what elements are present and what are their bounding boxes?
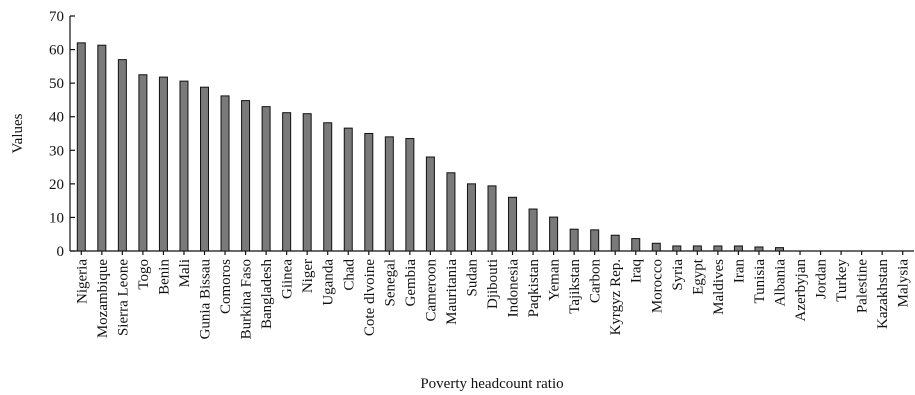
bar (98, 45, 106, 251)
x-tick-label: Uganda (321, 259, 337, 306)
y-tick-label: 30 (49, 143, 64, 159)
bar (77, 43, 85, 251)
x-tick-label: Azerbyjan (793, 259, 809, 322)
bar (529, 209, 537, 251)
x-tick-label: Djibouti (485, 259, 501, 309)
x-tick-label: Kyrgyz Rep. (608, 259, 624, 335)
x-tick-label: Togo (136, 259, 152, 290)
x-tick-label: Gunia Bissau (198, 259, 214, 340)
bar (139, 75, 147, 251)
x-tick-label: Yeman (547, 259, 563, 301)
y-tick-label: 50 (49, 76, 64, 92)
bar (550, 217, 558, 251)
x-tick-label: Morocco (649, 259, 665, 313)
bar (365, 134, 373, 252)
x-tick-label: Sierra Leone (115, 259, 131, 336)
y-axis: 0 10 20 30 40 50 60 70 (49, 9, 75, 260)
bar (221, 96, 229, 251)
x-tick-label: Palestine (855, 259, 871, 313)
x-tick-label: Giinea (280, 259, 296, 299)
x-tick-label: Niger (300, 259, 316, 293)
bar (344, 128, 352, 251)
x-tick-label: Turkey (834, 259, 850, 302)
bar (652, 243, 660, 251)
x-tick-label: Mozambique (95, 259, 111, 338)
bar (118, 60, 126, 251)
x-tick-label: Indonesia (506, 259, 522, 318)
x-tick-label: Paqkistan (526, 259, 542, 318)
bar (673, 246, 681, 251)
bars (77, 43, 783, 251)
bar (714, 246, 722, 251)
x-tick-label: Iran (731, 259, 747, 284)
y-tick-label: 70 (49, 9, 64, 25)
bar (632, 239, 640, 251)
bar (159, 77, 167, 251)
x-tick-label: Tajikstan (567, 259, 583, 314)
x-tick-label: Gembia (403, 259, 419, 307)
x-tick-label: Syria (670, 259, 686, 291)
x-tick-label: Cameroon (423, 259, 439, 322)
x-tick-label: Egypt (690, 258, 706, 295)
y-tick-label: 0 (57, 244, 65, 260)
bar (509, 197, 517, 251)
bar (734, 246, 742, 251)
bar (406, 139, 414, 251)
x-tick-label: Iraq (629, 259, 645, 284)
x-tick-label: Maldives (711, 259, 727, 315)
bar (755, 247, 763, 251)
x-tick-label: Jordan (814, 259, 830, 299)
x-tick-label: Benin (156, 259, 172, 295)
bar (426, 157, 434, 251)
bar (262, 107, 270, 251)
x-tick-label: Chad (341, 259, 357, 291)
bar (201, 87, 209, 251)
bar (303, 114, 311, 251)
x-tick-label: Cote dlvoine (362, 259, 378, 336)
bar (488, 186, 496, 251)
x-tick-label: Senegal (382, 259, 398, 306)
y-tick-label: 60 (49, 43, 64, 59)
bar (324, 123, 332, 251)
y-axis-title: Values (10, 113, 26, 153)
bar (570, 229, 578, 251)
bar (447, 173, 455, 251)
x-tick-label: Albania (772, 259, 788, 307)
x-tick-label: Kazakhstan (875, 259, 891, 329)
y-tick-label: 10 (49, 210, 64, 226)
x-tick-label: Bangladesh (259, 259, 275, 329)
y-tick-label: 40 (49, 110, 64, 126)
y-tick-label: 20 (49, 177, 64, 193)
x-tick-label: Nigeria (74, 259, 90, 304)
bar (180, 81, 188, 251)
x-tick-label: Mali (177, 259, 193, 287)
x-axis-title: Poverty headcount ratio (420, 376, 563, 392)
bar (591, 230, 599, 251)
bar (693, 246, 701, 251)
x-tick-label: Mauritania (444, 259, 460, 325)
bar (611, 235, 619, 251)
x-tick-label: Tunisia (752, 259, 768, 304)
bar (385, 137, 393, 251)
bar (242, 101, 250, 251)
x-tick-label: Carbon (588, 259, 604, 304)
x-tick-label: Sudan (464, 259, 480, 297)
x-axis: Nigeria Mozambique Sierra Leone Togo Benin Ma… (70, 251, 914, 339)
bar (775, 248, 783, 251)
x-tick-label: Burkina Faso (239, 259, 255, 339)
bar (283, 113, 291, 251)
x-tick-label: Malysia (896, 259, 912, 308)
x-tick-label: Comoros (218, 259, 234, 314)
bar (467, 184, 475, 251)
